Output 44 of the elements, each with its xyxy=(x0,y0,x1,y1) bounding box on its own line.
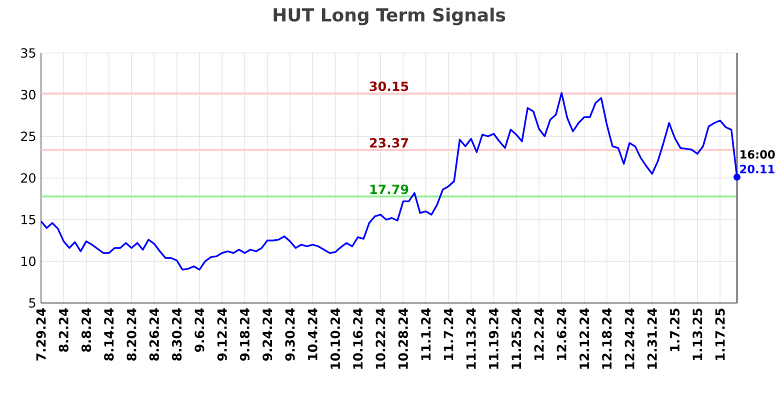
x-tick-label: 1.13.25 xyxy=(692,308,702,360)
chart-title: HUT Long Term Signals xyxy=(274,8,506,26)
y-tick-label: 30 xyxy=(21,90,36,100)
x-tick-label: 12.31.24 xyxy=(647,308,657,369)
y-tick-label: 10 xyxy=(22,256,36,266)
text: 16:00 xyxy=(740,150,775,159)
ref-line-label: 23.37 xyxy=(370,138,408,148)
x-tick-label: 12.24.24 xyxy=(624,308,634,369)
x-tick-label: 10.4.24 xyxy=(308,308,318,360)
ref-line-label: 17.79 xyxy=(370,184,408,194)
x-tick-label: 8.14.24 xyxy=(104,308,114,361)
x-tick-label: 11.13.24 xyxy=(466,308,476,369)
x-tick-label: 8.20.24 xyxy=(126,308,136,361)
x-tick-label: 11.1.24 xyxy=(421,308,430,360)
x-tick-label: 10.22.24 xyxy=(376,308,386,369)
text: 20.11 xyxy=(740,164,774,174)
x-tick-label: 9.6.24 xyxy=(194,308,204,352)
x-tick-label: 10.16.24 xyxy=(353,308,363,369)
x-tick-label: 10.28.24 xyxy=(398,308,408,369)
x-tick-label: 8.8.24 xyxy=(81,308,92,352)
x-tick-label: 8.2.24 xyxy=(58,308,68,352)
x-tick-label: 12.6.24 xyxy=(556,308,566,360)
x-tick-label: 11.7.24 xyxy=(444,308,454,360)
y-tick-label: 20 xyxy=(21,173,36,183)
x-tick-label: 9.24.24 xyxy=(262,308,272,361)
x-tick-label: 11.25.24 xyxy=(512,308,522,369)
x-tick-label: 12.18.24 xyxy=(602,308,612,369)
x-tick-label: 9.18.24 xyxy=(240,308,250,361)
y-tick-label: 25 xyxy=(21,132,36,142)
x-tick-label: 10.10.24 xyxy=(330,308,340,369)
y-tick-label: 5 xyxy=(29,298,36,308)
x-tick-label: 12.2.24 xyxy=(534,308,544,360)
x-tick-label: 12.12.24 xyxy=(580,308,589,369)
x-tick-label: 1.7.25 xyxy=(670,308,680,352)
y-tick-label: 15 xyxy=(22,214,36,224)
x-tick-label: 8.30.24 xyxy=(172,308,182,361)
x-tick-label: 1.17.25 xyxy=(715,308,725,360)
x-tick-label: 7.29.24 xyxy=(36,308,46,361)
x-tick-label: 8.26.24 xyxy=(149,308,159,361)
x-tick-label: 9.12.24 xyxy=(217,308,227,361)
x-tick-label: 9.30.24 xyxy=(285,308,295,361)
ref-line-label: 30.15 xyxy=(370,82,408,92)
x-tick-label: 11.19.24 xyxy=(488,308,498,369)
y-tick-label: 35 xyxy=(21,48,36,58)
